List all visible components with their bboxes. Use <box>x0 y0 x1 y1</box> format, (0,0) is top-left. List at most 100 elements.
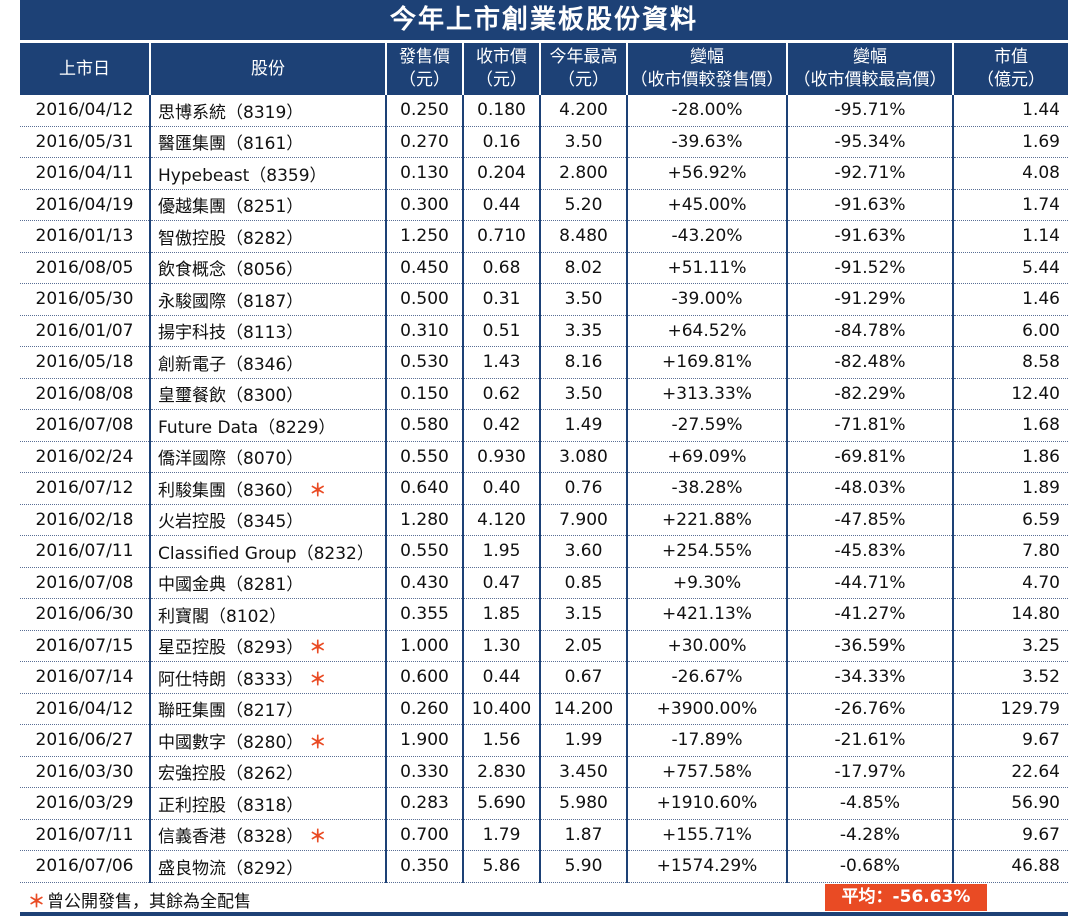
table-row: 2016/07/12 利駿集團（8360）＊ 0.640 0.40 0.76 -38.28… <box>20 472 1068 505</box>
listing-date-cell-text: 2016/05/31 <box>35 131 134 152</box>
year-high-cell-text: 5.90 <box>564 856 603 877</box>
offer-price-cell: 0.260 <box>386 693 464 725</box>
change-vs-high-cell: -41.27% <box>787 598 954 631</box>
stock-name-cell-text: 利駿集團（8360） <box>158 480 304 501</box>
table-row: 2016/05/31 醫匯集團（8161） 0.270 0.16 3.50 -39.63%… <box>20 126 1068 158</box>
close-price-cell: 5.690 <box>463 787 541 820</box>
change-vs-offer-cell-text: +56.92% <box>667 163 747 184</box>
year-high-cell: 3.50 <box>540 283 628 316</box>
change-vs-high-cell: -95.71% <box>787 95 954 127</box>
close-price-cell-text: 0.62 <box>482 383 521 404</box>
market-cap-cell-text: 1.44 <box>1022 100 1060 121</box>
year-high-cell-text: 0.67 <box>564 667 603 688</box>
market-cap-cell-text: 1.46 <box>1022 289 1060 310</box>
market-cap-cell: 1.44 <box>953 95 1068 127</box>
stock-name-cell-text: 宏強控股（8262） <box>158 764 304 785</box>
market-cap-cell-text: 6.00 <box>1022 320 1060 341</box>
offer-price-cell: 0.600 <box>386 661 464 694</box>
table-body: 2016/04/12 思博系統（8319） 0.250 0.180 4.200 -28.0… <box>20 95 1068 883</box>
change-vs-offer-cell-text: +155.71% <box>662 824 752 845</box>
listing-date-cell-text: 2016/01/07 <box>35 320 134 341</box>
close-price-cell-text: 0.180 <box>477 100 526 121</box>
listing-date-cell: 2016/08/08 <box>20 378 151 410</box>
listing-date-cell-text: 2016/02/24 <box>35 446 134 467</box>
market-cap-cell: 5.44 <box>953 252 1068 284</box>
market-cap-cell: 1.86 <box>953 441 1068 473</box>
column-header: 上市日 <box>20 43 151 95</box>
close-price-cell: 4.120 <box>463 504 541 536</box>
offer-price-cell-text: 1.280 <box>400 509 449 530</box>
table-row: 2016/07/08 中國金典（8281） 0.430 0.47 0.85 +9.30% -… <box>20 567 1068 599</box>
stock-name-cell-text: Classified Group（8232） <box>158 543 374 564</box>
stock-table-card: 今年上市創業板股份資料 上市日 股份 發售價 （元） 收市價 （元） 今年最高 （元） 變幅 （收… <box>20 0 1068 916</box>
close-price-cell-text: 5.690 <box>477 793 526 814</box>
change-vs-offer-cell-text: +169.81% <box>662 352 752 373</box>
change-vs-high-cell: -91.63% <box>787 220 954 253</box>
listing-date-cell: 2016/06/27 <box>20 724 151 757</box>
offer-price-cell: 0.270 <box>386 126 464 158</box>
change-vs-offer-cell-text: +421.13% <box>662 604 752 625</box>
stock-name-cell-text: 阿仕特朗（8333） <box>158 669 304 690</box>
year-high-cell: 3.50 <box>540 378 628 410</box>
stock-name-cell: 聯旺集團（8217） <box>150 693 387 725</box>
offer-price-cell: 0.550 <box>386 441 464 473</box>
stock-name-cell: 利寶閣（8102） <box>150 598 387 631</box>
market-cap-cell: 9.67 <box>953 724 1068 757</box>
change-vs-high-cell: -92.71% <box>787 157 954 190</box>
year-high-cell: 14.200 <box>540 693 628 725</box>
stock-name-cell: 星亞控股（8293）＊ <box>150 630 387 662</box>
offer-price-cell-text: 0.355 <box>400 604 449 625</box>
table-row: 2016/03/30 宏強控股（8262） 0.330 2.830 3.450 +757.… <box>20 756 1068 788</box>
offer-price-cell-text: 0.600 <box>400 667 449 688</box>
offer-price-cell: 0.300 <box>386 189 464 221</box>
stock-name-cell: 永駿國際（8187） <box>150 283 387 316</box>
market-cap-cell: 1.74 <box>953 189 1068 221</box>
offer-price-cell-text: 0.300 <box>400 194 449 215</box>
change-vs-offer-cell: +757.58% <box>627 756 788 788</box>
change-vs-offer-cell: -27.59% <box>627 409 788 442</box>
listing-date-cell: 2016/05/18 <box>20 346 151 379</box>
change-vs-high-cell-text: -4.85% <box>839 793 901 814</box>
stock-name-cell: Hypebeast（8359） <box>150 157 387 190</box>
close-price-cell-text: 0.44 <box>482 667 521 688</box>
table-row: 2016/08/05 飲食概念（8056） 0.450 0.68 8.02 +51.11%… <box>20 252 1068 284</box>
change-vs-high-cell-text: -44.71% <box>834 572 906 593</box>
change-vs-high-cell-text: -71.81% <box>834 415 906 436</box>
table-row: 2016/07/11 信義香港（8328）＊ 0.700 1.79 1.87 +155.7… <box>20 819 1068 851</box>
table-row: 2016/03/29 正利控股（8318） 0.283 5.690 5.980 +1910… <box>20 787 1068 820</box>
offer-price-cell: 0.530 <box>386 346 464 379</box>
change-vs-high-cell: -21.61% <box>787 724 954 757</box>
change-vs-high-cell: -82.29% <box>787 378 954 410</box>
stock-name-cell-text: 優越集團（8251） <box>158 197 304 218</box>
stock-name-cell: 僑洋國際（8070） <box>150 441 387 473</box>
close-price-cell: 10.400 <box>463 693 541 725</box>
close-price-cell: 1.95 <box>463 535 541 568</box>
listing-date-cell: 2016/04/19 <box>20 189 151 221</box>
year-high-cell: 0.67 <box>540 661 628 694</box>
market-cap-cell-text: 4.70 <box>1022 572 1060 593</box>
change-vs-high-cell-text: -45.83% <box>834 541 906 562</box>
change-vs-high-cell-text: -91.63% <box>834 194 906 215</box>
change-vs-offer-cell: +155.71% <box>627 819 788 851</box>
year-high-cell-text: 2.800 <box>559 163 608 184</box>
stock-name-cell: 盛良物流（8292） <box>150 850 387 883</box>
change-vs-high-cell-text: -41.27% <box>834 604 906 625</box>
change-vs-high-cell: -17.97% <box>787 756 954 788</box>
year-high-cell: 3.080 <box>540 441 628 473</box>
year-high-cell: 3.60 <box>540 535 628 568</box>
change-vs-high-cell-text: -82.29% <box>834 383 906 404</box>
change-vs-high-cell: -34.33% <box>787 661 954 694</box>
change-vs-offer-cell: -43.20% <box>627 220 788 253</box>
stock-name-cell-text: 正利控股（8318） <box>158 795 304 816</box>
change-vs-high-cell: -47.85% <box>787 504 954 536</box>
change-vs-high-cell: -69.81% <box>787 441 954 473</box>
year-high-cell-text: 3.60 <box>564 541 603 562</box>
market-cap-cell: 8.58 <box>953 346 1068 379</box>
change-vs-offer-cell-text: -28.00% <box>671 100 743 121</box>
market-cap-cell: 6.59 <box>953 504 1068 536</box>
offer-price-cell-text: 0.550 <box>400 446 449 467</box>
change-vs-offer-cell-text: -26.67% <box>671 667 743 688</box>
change-vs-offer-cell-text: +1910.60% <box>656 793 758 814</box>
market-cap-cell-text: 1.69 <box>1022 131 1060 152</box>
market-cap-cell: 9.67 <box>953 819 1068 851</box>
